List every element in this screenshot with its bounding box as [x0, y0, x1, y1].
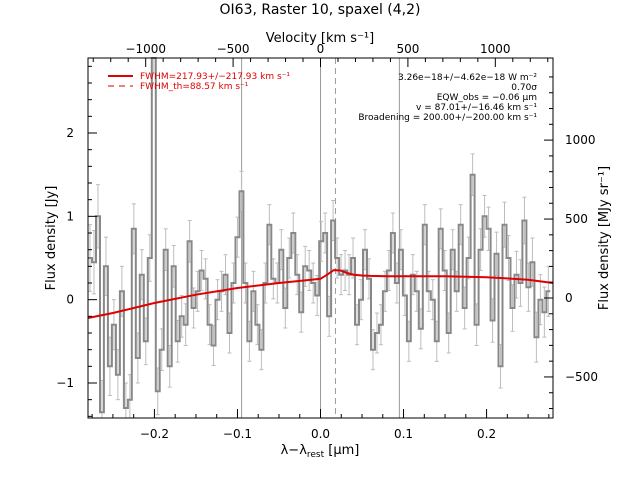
right-axis-label: Flux density [MJy sr⁻¹]: [597, 166, 612, 310]
top-axis-label: Velocity [km s⁻¹]: [266, 31, 374, 46]
x-tick-label: −0.2: [140, 427, 169, 441]
y-axis-label: Flux density [Jy]: [44, 186, 59, 291]
annotation-text: v = 87.01+/−16.46 km s⁻¹: [416, 103, 537, 113]
velocity-tick-label: −1000: [125, 42, 166, 56]
annotation-text: Broadening = 200.00+/−200.00 km s⁻¹: [358, 113, 537, 123]
velocity-tick-label: 1000: [480, 42, 511, 56]
velocity-tick-label: 500: [396, 42, 419, 56]
velocity-tick-label: −500: [217, 42, 250, 56]
observed-spectrum-line: [88, 57, 551, 414]
y-tick-label: 0: [66, 293, 74, 307]
axes-ticks: −0.2 −0.1 0.0 0.1 0.2 −1000 −500 0 500 1000 −1 0 1 2 −…: [56, 42, 598, 441]
y-tick-label: −1: [56, 376, 74, 390]
legend: FWHM=217.93+/−217.93 km s⁻¹FWHM_th=88.57…: [108, 72, 290, 92]
x-tick-label: 0.1: [394, 427, 413, 441]
model-fit-line: [87, 269, 554, 319]
x-tick-label: −0.1: [223, 427, 252, 441]
x-axis-label: λ−λrest [μm]: [281, 443, 360, 460]
right-y-tick-label: −500: [565, 370, 598, 384]
annotation-text: 3.26e−18+/−4.62e−18 W m⁻²: [398, 73, 537, 83]
vertical-reference-lines: [241, 58, 400, 418]
y-tick-label: 2: [66, 126, 74, 140]
annotation-text: 0.70σ: [511, 83, 537, 93]
annotation-text: EQW_obs = −0.06 μm: [437, 93, 537, 103]
legend-label: FWHM=217.93+/−217.93 km s⁻¹: [140, 72, 290, 82]
legend-label: FWHM_th=88.57 km s⁻¹: [140, 82, 249, 92]
right-y-tick-label: 0: [565, 291, 573, 305]
data-series: [87, 57, 554, 414]
velocity-tick-label: 0: [317, 42, 325, 56]
right-y-tick-label: 500: [565, 212, 588, 226]
chart-title: OI63, Raster 10, spaxel (4,2): [220, 2, 421, 18]
x-tick-label: 0.2: [477, 427, 496, 441]
x-tick-label: 0.0: [311, 427, 330, 441]
y-tick-label: 1: [66, 209, 74, 223]
right-y-tick-label: 1000: [565, 133, 596, 147]
